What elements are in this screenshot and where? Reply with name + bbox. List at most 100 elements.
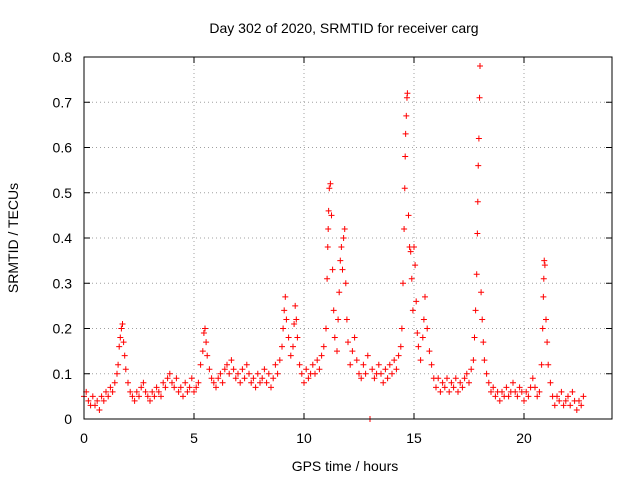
data-point <box>119 320 126 327</box>
data-point <box>461 375 468 382</box>
data-point <box>136 393 142 400</box>
data-point <box>466 379 472 386</box>
data-point <box>339 266 346 273</box>
data-point <box>558 388 565 395</box>
data-point <box>468 366 475 373</box>
data-point <box>485 379 492 386</box>
data-point <box>543 316 549 323</box>
data-point <box>360 361 367 368</box>
data-point <box>405 212 412 219</box>
data-point <box>407 248 414 255</box>
y-tick-label: 0.3 <box>53 275 73 291</box>
data-point <box>488 388 494 395</box>
data-point <box>541 262 548 269</box>
data-point <box>162 384 169 391</box>
data-point <box>540 275 547 282</box>
data-point <box>541 257 548 264</box>
data-point <box>545 361 552 368</box>
data-point <box>415 343 422 350</box>
data-point <box>397 343 404 350</box>
data-point <box>534 393 541 400</box>
data-point <box>369 366 376 373</box>
data-point <box>371 375 378 382</box>
data-point <box>239 366 246 373</box>
data-point <box>186 384 193 391</box>
data-point <box>378 370 384 377</box>
y-tick-label: 0.1 <box>53 366 73 382</box>
y-axis-label: SRMTID / TECUs <box>5 183 21 293</box>
data-point <box>191 388 197 395</box>
data-point <box>514 393 521 400</box>
data-point <box>331 334 338 341</box>
data-point <box>382 366 389 373</box>
x-tick-label: 20 <box>516 430 532 446</box>
data-point <box>226 370 233 377</box>
data-point <box>224 361 230 368</box>
data-point <box>384 375 391 382</box>
data-point <box>92 402 98 409</box>
data-point <box>402 153 409 160</box>
data-point <box>576 397 582 404</box>
data-point <box>411 244 417 251</box>
data-point <box>254 370 261 377</box>
data-point <box>230 366 237 373</box>
data-point <box>490 384 497 391</box>
data-point <box>303 366 310 373</box>
data-point <box>184 388 191 395</box>
data-point <box>324 275 331 282</box>
data-point <box>562 397 569 404</box>
data-point <box>89 393 96 400</box>
data-point <box>219 379 226 386</box>
data-point <box>353 357 360 364</box>
data-point <box>296 361 303 368</box>
data-point <box>481 357 488 364</box>
data-point <box>279 343 285 350</box>
data-point <box>164 375 171 382</box>
data-point <box>403 112 410 119</box>
data-point <box>298 370 305 377</box>
data-point <box>246 370 252 377</box>
data-point <box>330 307 337 314</box>
data-point <box>125 379 131 386</box>
data-point <box>395 352 402 359</box>
data-point <box>492 393 499 400</box>
data-point <box>111 379 118 386</box>
x-tick-label: 5 <box>190 430 198 446</box>
data-point <box>338 244 345 251</box>
data-point <box>127 388 134 395</box>
data-point <box>536 388 543 395</box>
data-point <box>109 388 116 395</box>
data-point <box>417 357 424 364</box>
data-point <box>503 384 510 391</box>
data-point <box>457 379 464 386</box>
data-point <box>210 379 217 386</box>
data-point <box>452 375 459 382</box>
data-point <box>248 379 255 386</box>
data-point <box>328 212 335 219</box>
axis-ticks: 0 0.1 0.2 0.3 0.4 0.5 0.6 0.7 0.8 0 5 10 15 20 <box>53 49 612 446</box>
data-point <box>554 393 560 400</box>
data-point <box>483 370 490 377</box>
data-point <box>263 379 270 386</box>
data-point <box>578 402 585 409</box>
data-point <box>182 379 189 386</box>
data-point <box>393 366 400 373</box>
data-point <box>475 162 482 169</box>
data-point <box>323 325 329 332</box>
data-point <box>215 375 222 382</box>
data-point <box>523 388 530 395</box>
data-point <box>408 275 415 282</box>
data-point <box>525 393 532 400</box>
data-point <box>158 393 164 400</box>
data-point <box>398 325 405 332</box>
data-point <box>477 63 483 70</box>
data-point <box>294 334 301 341</box>
data-point <box>341 225 348 232</box>
data-point <box>496 397 503 404</box>
data-point <box>133 388 140 395</box>
data-point <box>241 375 248 382</box>
data-point <box>512 388 519 395</box>
data-point <box>569 388 576 395</box>
data-point <box>356 370 362 377</box>
